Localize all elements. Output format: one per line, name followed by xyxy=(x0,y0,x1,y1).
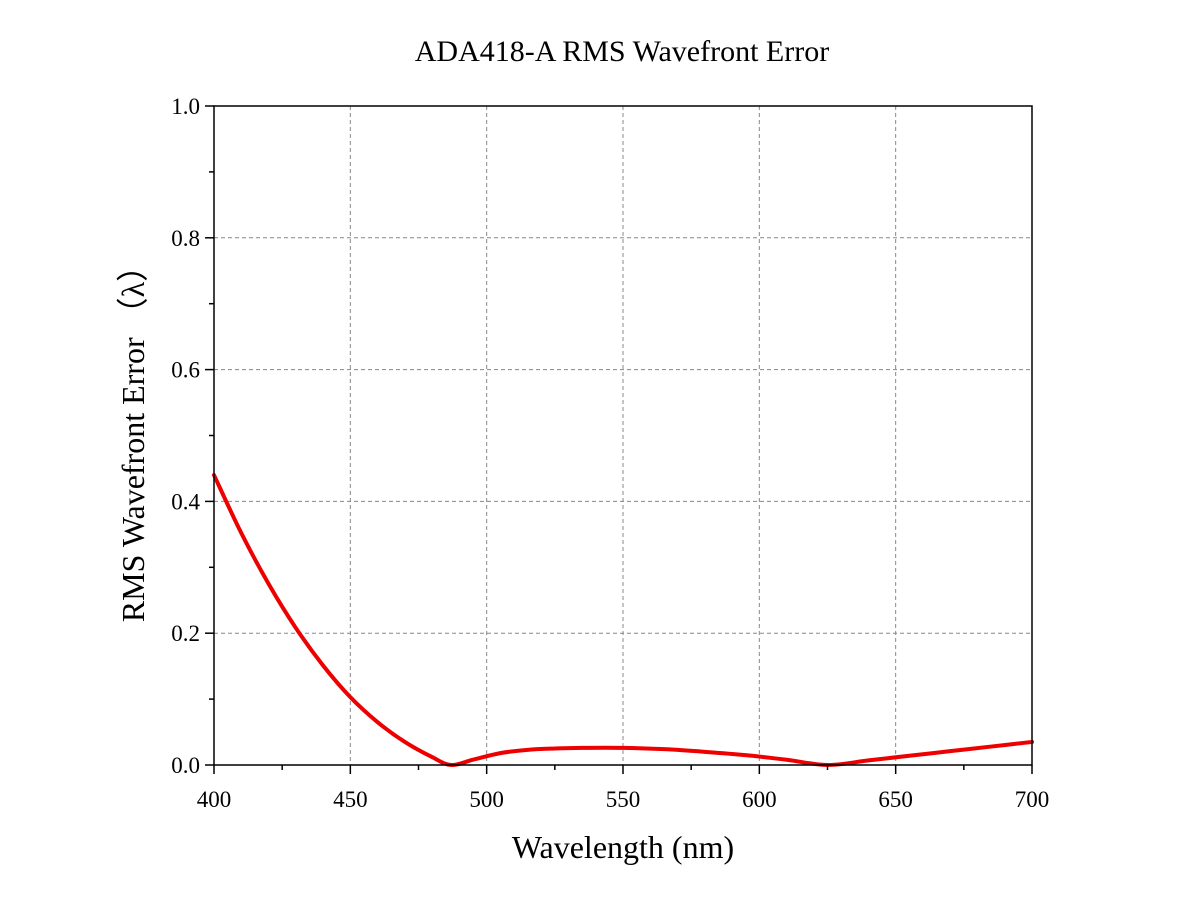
grid-lines xyxy=(214,106,1032,765)
y-tick-label: 0.0 xyxy=(171,753,200,778)
series-line xyxy=(212,473,1034,768)
y-axis-title: RMS Wavefront Error （λ） xyxy=(115,250,151,622)
y-tick-label: 0.2 xyxy=(171,621,200,646)
x-axis-title: Wavelength (nm) xyxy=(512,829,734,865)
x-tick-label: 700 xyxy=(1015,787,1050,812)
y-tick-label: 0.6 xyxy=(171,358,200,383)
y-axis: 0.0 0.2 0.4 0.6 0.8 1.0 xyxy=(171,94,214,778)
y-tick-label: 0.4 xyxy=(171,489,200,514)
y-tick-label: 0.8 xyxy=(171,226,200,251)
x-axis: 400 450 500 550 600 650 700 xyxy=(197,765,1050,812)
x-tick-label: 400 xyxy=(197,787,232,812)
x-tick-label: 550 xyxy=(606,787,641,812)
y-tick-label: 1.0 xyxy=(171,94,200,119)
series-layer xyxy=(212,473,1034,768)
chart-title: ADA418-A RMS Wavefront Error xyxy=(415,35,829,68)
x-tick-label: 650 xyxy=(878,787,913,812)
x-tick-label: 500 xyxy=(469,787,504,812)
x-tick-label: 450 xyxy=(333,787,368,812)
x-tick-label: 600 xyxy=(742,787,777,812)
